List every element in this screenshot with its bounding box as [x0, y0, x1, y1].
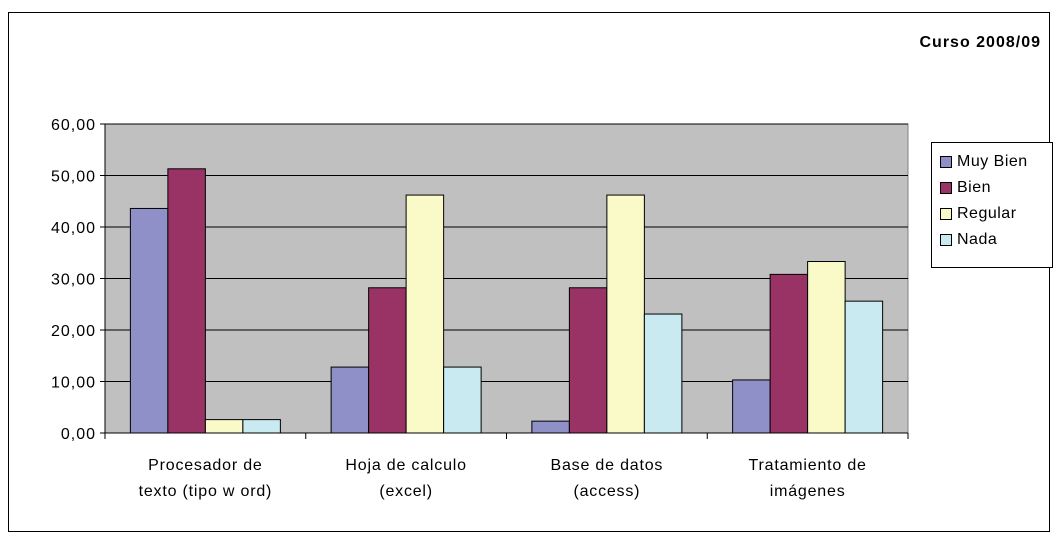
bar: [242, 419, 281, 434]
x-category-label: Tratamiento de imágenes: [708, 453, 908, 505]
legend-item: Regular: [940, 201, 1052, 227]
bar: [732, 379, 771, 434]
bar: [606, 194, 645, 434]
x-category-label-line: Hoja de calculo: [345, 457, 467, 474]
legend: Muy Bien Bien Regular Nada: [931, 142, 1053, 268]
bar: [769, 273, 809, 434]
legend-item: Muy Bien: [940, 149, 1052, 175]
legend-swatch: [940, 182, 952, 194]
bar: [844, 300, 884, 434]
bar: [405, 194, 445, 434]
bar: [643, 313, 683, 434]
y-tick-label: 20,00: [51, 323, 96, 340]
x-category-label-line: texto (tipo w ord): [138, 483, 273, 500]
chart-title: Curso 2008/09: [919, 34, 1041, 51]
x-category-label-line: Tratamiento de: [748, 457, 867, 474]
bar: [568, 287, 608, 434]
y-tick-label: 60,00: [51, 117, 96, 134]
legend-label: Regular: [957, 205, 1017, 222]
y-tick-label: 10,00: [51, 375, 96, 392]
x-category-label: Base de datos (access): [507, 453, 707, 505]
x-category-label-line: Procesador de: [148, 457, 263, 474]
x-category-label-line: imágenes: [769, 483, 846, 500]
x-category-label-line: (access): [573, 483, 641, 500]
x-category-label: Procesador de texto (tipo w ord): [105, 453, 305, 505]
y-tick-label: 40,00: [51, 220, 96, 237]
bar: [368, 287, 407, 434]
bar: [330, 366, 370, 434]
x-category-label: Hoja de calculo (excel): [306, 453, 506, 505]
legend-label: Nada: [957, 231, 998, 248]
bar: [807, 261, 846, 434]
x-category-label-line: (excel): [379, 483, 433, 500]
bar: [443, 366, 482, 434]
legend-item: Nada: [940, 227, 1052, 253]
bar: [129, 207, 169, 434]
y-tick-label: 0,00: [61, 426, 96, 443]
legend-swatch: [940, 208, 952, 220]
legend-item: Bien: [940, 175, 1052, 201]
x-category-label-line: Base de datos: [550, 457, 664, 474]
bar: [531, 420, 570, 434]
legend-swatch: [940, 234, 952, 246]
legend-label: Muy Bien: [957, 153, 1028, 170]
legend-label: Bien: [957, 179, 992, 196]
bar: [167, 168, 206, 434]
bar: [204, 419, 244, 434]
legend-swatch: [940, 156, 952, 168]
y-tick-label: 30,00: [51, 272, 96, 289]
y-tick-label: 50,00: [51, 169, 96, 186]
